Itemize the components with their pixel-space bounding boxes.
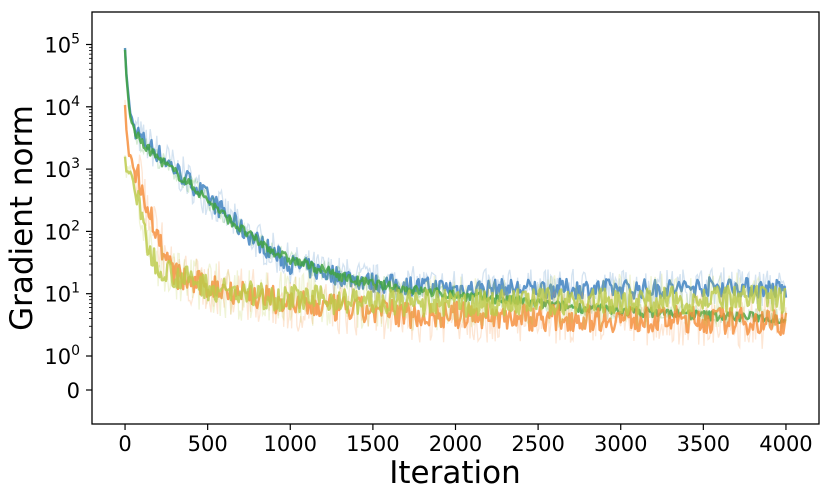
series-blue-raw: [124, 56, 787, 310]
y-axis-ticks: 105 104 103 102 101 100 0: [44, 32, 92, 403]
plot-frame: [91, 11, 820, 425]
series-yellow-green-line: [123, 156, 786, 318]
y-axis-title: Gradient norm: [4, 105, 40, 331]
x-tick-label: 1000: [264, 432, 317, 456]
x-tick-label: 2000: [429, 432, 482, 456]
x-tick-label: 4000: [759, 432, 812, 456]
y-tick-label: 0: [67, 379, 80, 403]
series-layer: [123, 47, 788, 350]
y-tick-label: 101: [44, 281, 80, 307]
x-tick-label: 1500: [346, 432, 399, 456]
x-tick-label: 2500: [511, 432, 564, 456]
y-tick-label: 104: [44, 94, 80, 120]
x-tick-label: 3500: [677, 432, 730, 456]
x-tick-label: 500: [188, 432, 228, 456]
x-tick-label: 3000: [594, 432, 647, 456]
y-tick-label: 102: [44, 218, 80, 244]
y-tick-label: 100: [44, 343, 80, 369]
series-yellow-green-raw: [124, 155, 787, 332]
x-tick-label: 0: [118, 432, 131, 456]
x-axis-ticks: 0 500 1000 1500 2000 2500 3000 3500 4000: [118, 424, 813, 456]
y-tick-label: 105: [44, 32, 80, 58]
y-tick-label: 103: [44, 156, 80, 182]
x-axis-title: Iteration: [389, 455, 521, 491]
series-blue-line: [123, 47, 788, 300]
